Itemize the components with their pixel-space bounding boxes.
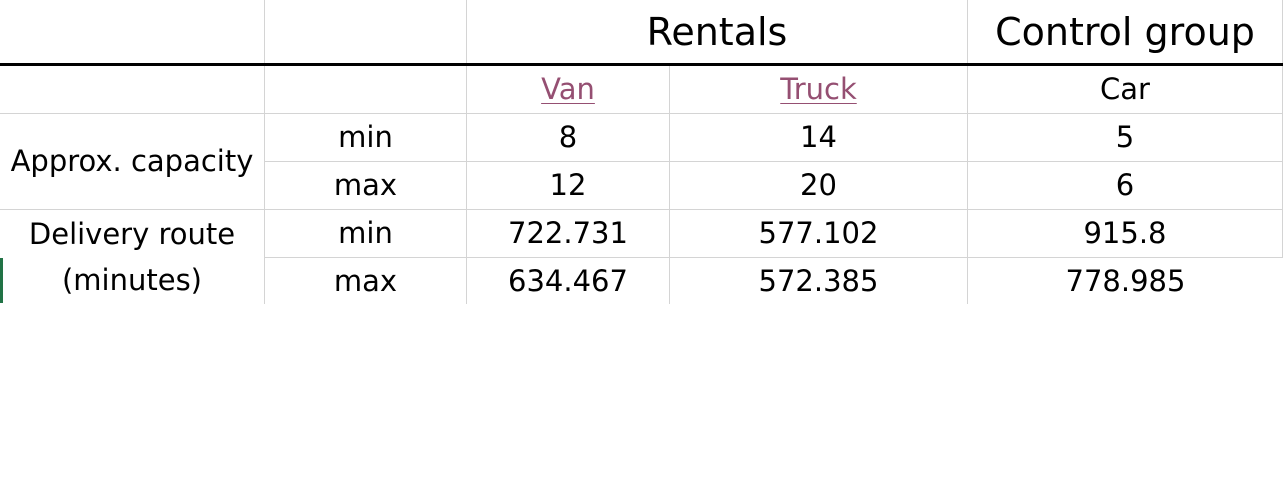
- header-bottom-border: [0, 63, 1283, 66]
- route-max-truck[interactable]: 572.385: [670, 258, 968, 304]
- capacity-max-car[interactable]: 6: [968, 162, 1283, 210]
- van-link[interactable]: Van: [541, 72, 595, 106]
- route-label-line1: Delivery route: [28, 216, 236, 251]
- capacity-max-label[interactable]: max: [265, 162, 467, 210]
- route-label-line2: (minutes): [61, 263, 202, 297]
- truck-header-cell[interactable]: Truck: [670, 66, 968, 114]
- capacity-label[interactable]: Approx. capacity: [0, 114, 265, 210]
- capacity-min-car[interactable]: 5: [968, 114, 1283, 162]
- capacity-min-van[interactable]: 8: [467, 114, 670, 162]
- capacity-min-truck[interactable]: 14: [670, 114, 968, 162]
- cell-b1[interactable]: [265, 0, 467, 64]
- capacity-min-label[interactable]: min: [265, 114, 467, 162]
- truck-link[interactable]: Truck: [780, 72, 857, 106]
- route-max-van[interactable]: 634.467: [467, 258, 670, 304]
- cell-b2[interactable]: [265, 66, 467, 114]
- route-min-car[interactable]: 915.8: [968, 210, 1283, 258]
- cell-a1[interactable]: [0, 0, 265, 64]
- rentals-group-header[interactable]: Rentals: [467, 0, 968, 64]
- route-min-van[interactable]: 722.731: [467, 210, 670, 258]
- route-max-car[interactable]: 778.985: [1065, 263, 1186, 298]
- route-max-label[interactable]: max: [265, 258, 467, 304]
- cell-a2[interactable]: [0, 66, 265, 114]
- van-header-cell[interactable]: Van: [467, 66, 670, 114]
- control-group-header[interactable]: Control group: [968, 0, 1283, 64]
- capacity-max-truck[interactable]: 20: [670, 162, 968, 210]
- capacity-max-van[interactable]: 12: [467, 162, 670, 210]
- car-header-cell[interactable]: Car: [968, 66, 1283, 114]
- route-min-label[interactable]: min: [265, 210, 467, 258]
- row-selection-marker: [0, 258, 3, 303]
- route-min-truck[interactable]: 577.102: [670, 210, 968, 258]
- route-label[interactable]: Delivery route (minutes): [0, 210, 265, 304]
